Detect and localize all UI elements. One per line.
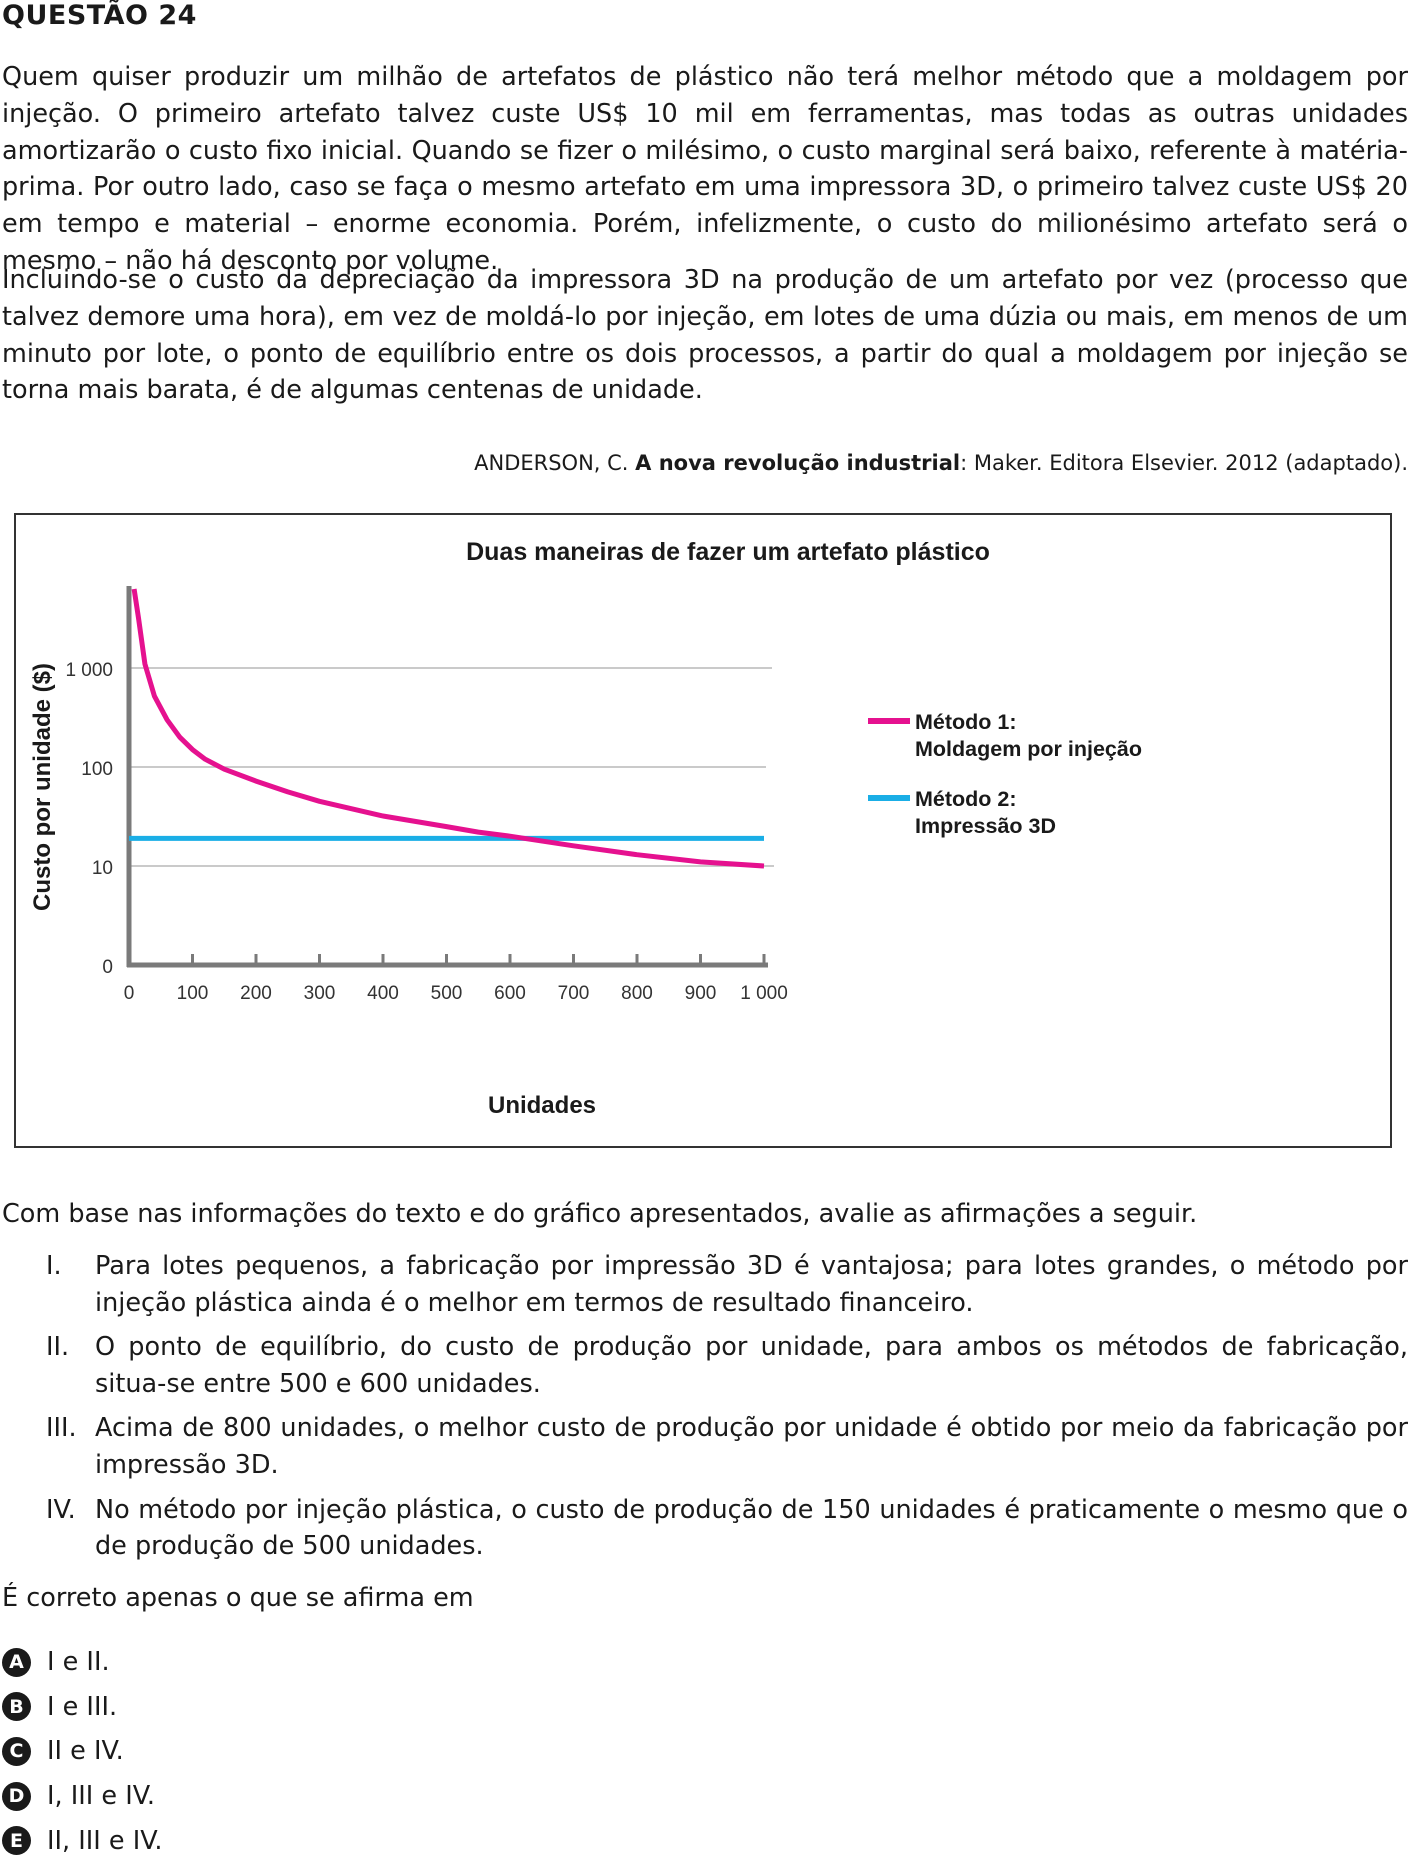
option-text: I e II. <box>47 1647 110 1678</box>
citation-work: A nova revolução industrial <box>635 451 961 475</box>
axes <box>126 586 768 968</box>
statement-item: I. Para lotes pequenos, a fabricação por … <box>2 1248 1408 1321</box>
answer-option-e[interactable]: E II, III e IV. <box>2 1818 163 1863</box>
text-paragraph-2: Incluindo-se o custo da depreciação da i… <box>2 265 1408 406</box>
grid-lines <box>129 667 774 867</box>
statement-roman: III. <box>46 1413 77 1444</box>
option-letter-badge: D <box>2 1781 31 1811</box>
series-line-injection <box>131 588 765 869</box>
chart-title: Duas maneiras de fazer um artefato plást… <box>466 538 990 566</box>
option-text: II e IV. <box>47 1736 124 1767</box>
statement-item: II. O ponto de equilíbrio, do custo de pr… <box>2 1329 1408 1402</box>
option-letter-badge: E <box>2 1826 31 1856</box>
option-letter-badge: C <box>2 1736 31 1766</box>
series-lines <box>129 588 765 869</box>
statements-intro: Com base nas informações do texto e do g… <box>2 1199 1198 1229</box>
citation-rest: : Maker. Editora Elsevier. 2012 (adaptad… <box>960 451 1408 475</box>
statement-text: Para lotes pequenos, a fabricação por im… <box>95 1251 1408 1318</box>
x-tick-label: 0 <box>124 983 135 1004</box>
option-text: I, III e IV. <box>47 1781 155 1812</box>
x-tick-label: 200 <box>240 983 272 1004</box>
citation: ANDERSON, C. A nova revolução industrial… <box>474 451 1408 475</box>
option-letter-badge: B <box>2 1692 31 1722</box>
answer-option-d[interactable]: D I, III e IV. <box>2 1774 163 1819</box>
legend: Método 1: Moldagem por injeção Método 2: Im… <box>868 710 1142 838</box>
x-tick-label: 900 <box>685 983 717 1004</box>
y-tick-labels: 0 10 100 1 000 <box>65 660 113 978</box>
answer-option-a[interactable]: A I e II. <box>2 1640 163 1685</box>
statement-roman: IV. <box>46 1494 76 1525</box>
option-text: I e III. <box>47 1691 118 1722</box>
answer-option-c[interactable]: C II e IV. <box>2 1729 163 1774</box>
x-tick-labels: 0 100 200 300 400 500 600 700 800 900 1 000 <box>124 983 788 1004</box>
legend-label: Método 2: Impressão 3D <box>915 787 1056 838</box>
chart-svg: Duas maneiras de fazer um artefato plást… <box>29 538 1142 1119</box>
x-tick-label: 500 <box>431 983 463 1004</box>
answer-options: A I e II. B I e III. C II e IV. D I, III e IV. E… <box>2 1640 163 1863</box>
y-tick-label: 100 <box>81 759 113 780</box>
statement-item: IV. No método por injeção plástica, o cus… <box>2 1492 1408 1565</box>
statement-text: O ponto de equilíbrio, do custo de produ… <box>95 1332 1408 1399</box>
question-prompt: É correto apenas o que se afirma em <box>2 1583 474 1613</box>
statement-item: III. Acima de 800 unidades, o melhor cust… <box>2 1410 1408 1483</box>
cost-chart: Duas maneiras de fazer um artefato plást… <box>14 513 1392 1148</box>
citation-author: ANDERSON, C. <box>474 451 636 475</box>
y-tick-label: 0 <box>102 957 113 978</box>
y-tick-label: 10 <box>92 858 113 879</box>
statement-list: I. Para lotes pequenos, a fabricação por … <box>2 1248 1408 1573</box>
text-paragraph-1: Quem quiser produzir um milhão de artefa… <box>2 62 1408 276</box>
legend-label: Método 1: Moldagem por injeção <box>915 710 1142 761</box>
statement-text: Acima de 800 unidades, o melhor custo de… <box>95 1413 1408 1480</box>
y-tick-label: 1 000 <box>65 660 113 681</box>
y-axis-label: Custo por unidade ($) <box>29 663 56 911</box>
question-title: QUESTÃO 24 <box>2 0 197 31</box>
x-tick-label: 100 <box>177 983 209 1004</box>
x-tick-label: 300 <box>304 983 336 1004</box>
statement-roman: II. <box>46 1332 70 1363</box>
option-letter-badge: A <box>2 1647 31 1677</box>
x-tick-label: 1 000 <box>740 983 788 1004</box>
x-axis-label: Unidades <box>488 1092 596 1119</box>
x-tick-label: 400 <box>367 983 399 1004</box>
statement-text: No método por injeção plástica, o custo … <box>95 1494 1408 1562</box>
x-tick-label: 700 <box>558 983 590 1004</box>
answer-option-b[interactable]: B I e III. <box>2 1685 163 1730</box>
x-tick-label: 800 <box>621 983 653 1004</box>
statement-roman: I. <box>46 1251 62 1281</box>
option-text: II, III e IV. <box>47 1825 163 1856</box>
x-tick-label: 600 <box>494 983 526 1004</box>
